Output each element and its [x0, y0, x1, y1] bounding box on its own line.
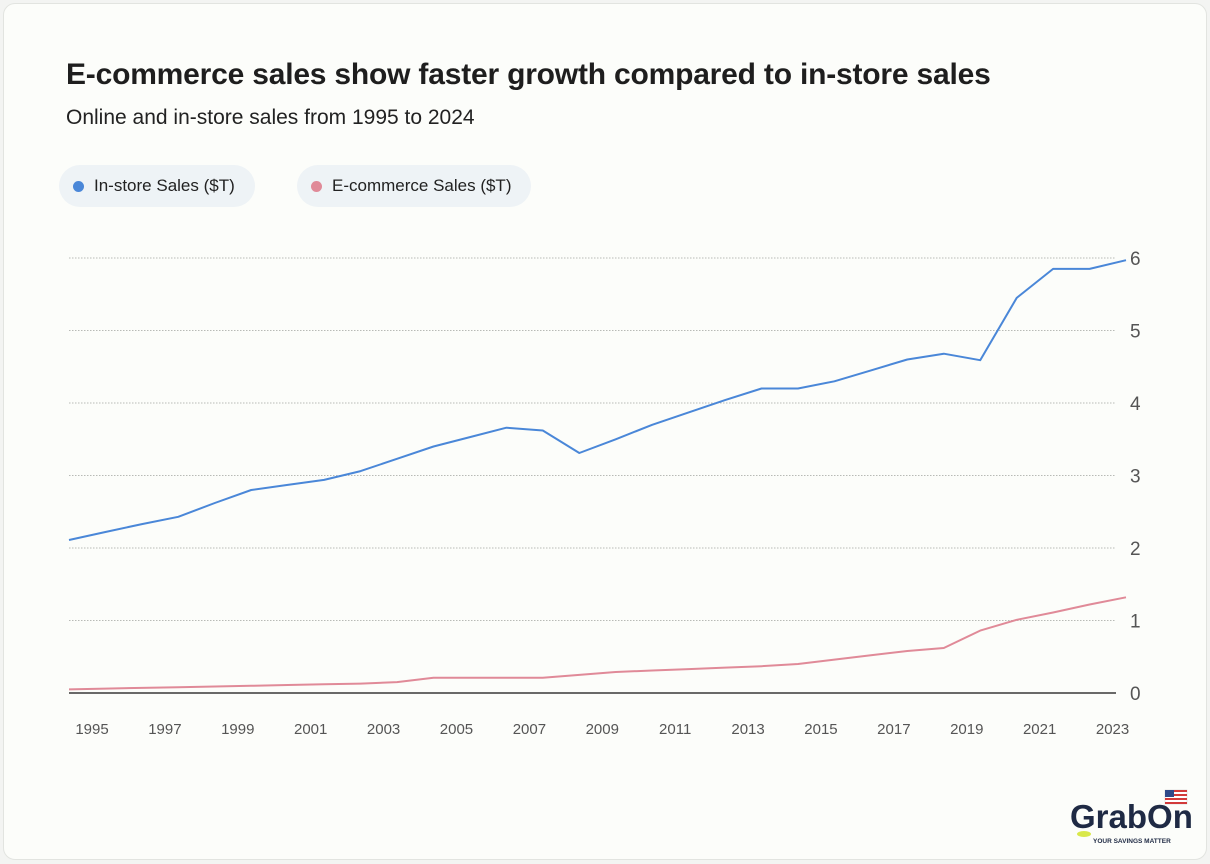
chart-title: E-commerce sales show faster growth comp… — [66, 58, 991, 91]
y-tick-label: 1 — [1130, 612, 1141, 633]
us-flag-icon — [1164, 789, 1188, 805]
y-tick-label: 2 — [1130, 539, 1141, 560]
legend-marker — [73, 180, 84, 192]
y-tick-label: 0 — [1130, 684, 1141, 705]
y-tick-label: 6 — [1130, 249, 1141, 270]
chart-subtitle: Online and in-store sales from 1995 to 2… — [66, 106, 475, 129]
x-tick-label: 2005 — [440, 721, 473, 738]
x-tick-label: 2017 — [877, 721, 910, 738]
y-tick-label: 3 — [1130, 467, 1141, 488]
legend-item-ecommerce[interactable]: E-commerce Sales ($T) — [297, 165, 532, 207]
y-tick-label: 4 — [1130, 394, 1141, 415]
x-tick-label: 2023 — [1096, 721, 1129, 738]
x-tick-label: 2001 — [294, 721, 327, 738]
grabon-logo: GrabOn YOUR SAVINGS MATTER — [1070, 789, 1193, 845]
series-line-in-store — [68, 259, 1127, 541]
svg-text:GrabOn: GrabOn — [1070, 798, 1193, 835]
x-tick-label: 2019 — [950, 721, 983, 738]
y-tick-label: 5 — [1130, 322, 1141, 343]
x-tick-label: 2009 — [586, 721, 619, 738]
x-tick-label: 2007 — [513, 721, 546, 738]
x-tick-label: 1995 — [75, 721, 108, 738]
x-tick-label: 2003 — [367, 721, 400, 738]
chart-card: E-commerce sales show faster growth comp… — [3, 3, 1207, 860]
legend-marker — [311, 180, 322, 192]
series-line-ecommerce — [68, 596, 1127, 691]
x-tick-label: 2013 — [731, 721, 764, 738]
legend-item-in-store[interactable]: In-store Sales ($T) — [59, 165, 255, 207]
x-tick-label: 2011 — [659, 721, 691, 738]
legend-label: E-commerce Sales ($T) — [332, 176, 512, 195]
x-tick-label: 1999 — [221, 721, 254, 738]
x-tick-label: 2021 — [1023, 721, 1056, 738]
svg-text:YOUR SAVINGS MATTER: YOUR SAVINGS MATTER — [1093, 838, 1171, 845]
x-tick-label: 2015 — [804, 721, 837, 738]
x-tick-label: 1997 — [148, 721, 181, 738]
legend-label: In-store Sales ($T) — [94, 176, 235, 195]
